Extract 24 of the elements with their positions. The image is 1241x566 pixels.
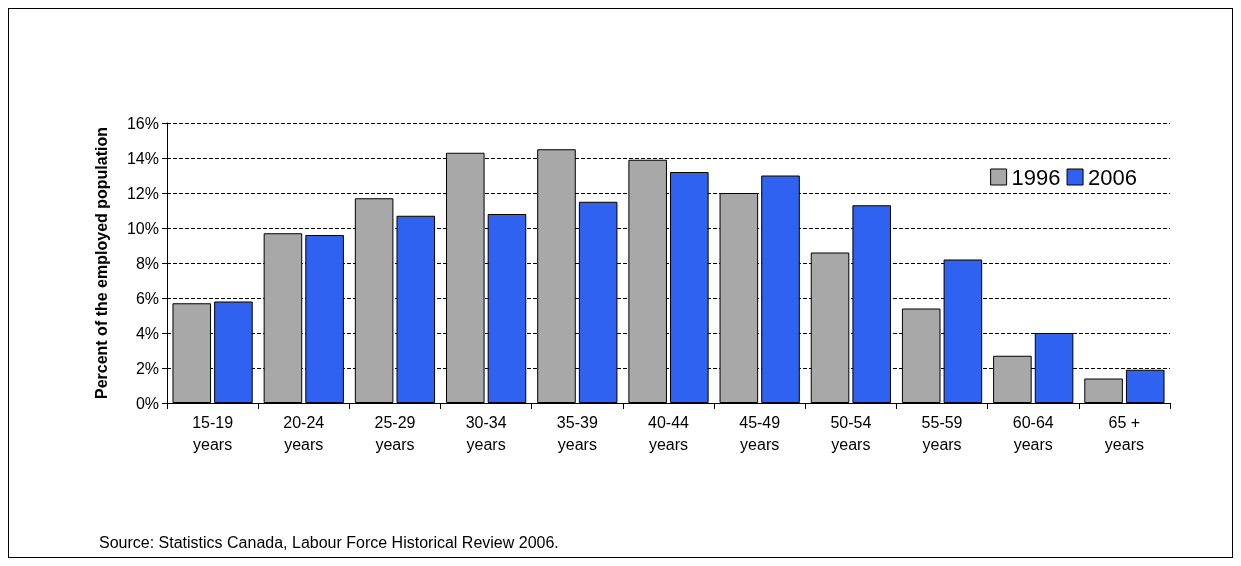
x-tick-label: 50-54 years — [830, 413, 872, 453]
x-tick-label: 45-49 years — [739, 413, 781, 453]
x-tick-label: 35-39 years — [556, 413, 598, 453]
y-tick-label: 16% — [126, 114, 159, 132]
source-note: Source: Statistics Canada, Labour Force Historical Review 2006. — [99, 533, 559, 551]
x-tick-label: 25-29 years — [374, 413, 416, 453]
y-tick-label: 8% — [135, 254, 159, 272]
y-tick-label: 0% — [135, 394, 159, 412]
y-tick-label: 10% — [126, 219, 159, 237]
x-tick-label: 60-64 years — [1012, 413, 1054, 453]
y-tick-label: 4% — [135, 324, 159, 342]
x-tick-label: 65 + years — [1104, 413, 1144, 453]
x-tick-label: 30-34 years — [465, 413, 507, 453]
y-tick-label: 2% — [135, 359, 159, 377]
x-tick-label: 20-24 years — [283, 413, 325, 453]
y-tick-label: 6% — [135, 289, 159, 307]
x-tick-label: 55-59 years — [921, 413, 963, 453]
y-axis-title: Percent of the employed population — [92, 126, 110, 400]
legend-label: 1996 — [1011, 164, 1061, 190]
x-tick-label: 40-44 years — [648, 413, 690, 453]
legend-label: 2006 — [1088, 164, 1138, 190]
x-tick-label: 15-19 years — [192, 413, 234, 453]
y-tick-label: 14% — [126, 149, 159, 167]
y-tick-label: 12% — [126, 184, 159, 202]
